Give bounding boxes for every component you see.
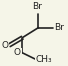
Text: CH₃: CH₃ bbox=[36, 55, 52, 64]
Text: Br: Br bbox=[54, 23, 64, 32]
Text: O: O bbox=[2, 41, 9, 50]
Text: O: O bbox=[14, 48, 21, 57]
Text: Br: Br bbox=[32, 2, 42, 11]
